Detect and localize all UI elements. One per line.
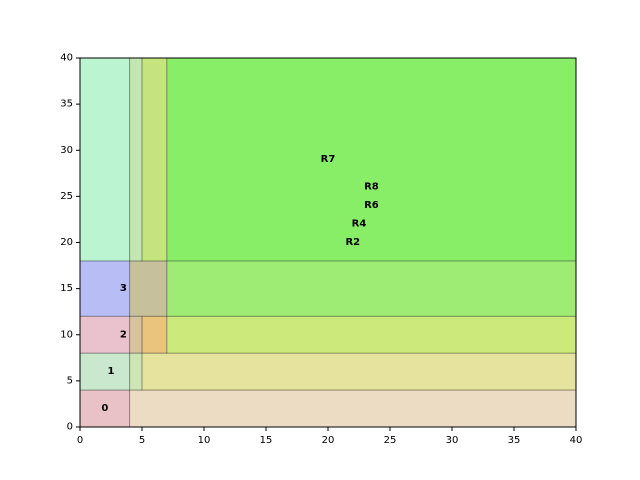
- region-2: [166, 316, 577, 354]
- region-edge-11: [129, 352, 143, 391]
- region-edge-9: [129, 315, 143, 354]
- y-tick-label-2: 10: [60, 329, 73, 340]
- region-5: [80, 58, 130, 261]
- y-tick-label-0: 0: [67, 422, 73, 433]
- y-tick-label-4: 20: [60, 237, 73, 248]
- y-tick-label-7: 35: [60, 99, 73, 110]
- x-tick-label-7: 35: [508, 435, 521, 446]
- region-6: [129, 58, 142, 261]
- x-tick-label-0: 0: [77, 435, 83, 446]
- y-tick-label-8: 40: [60, 53, 73, 64]
- label-2: 2: [120, 329, 127, 340]
- region-9: [129, 316, 142, 354]
- region-1: [142, 353, 576, 391]
- y-tick-label-3: 15: [60, 283, 73, 294]
- region-13: [80, 353, 130, 391]
- label-r4: R4: [352, 219, 367, 230]
- x-axis: 0 5 10 15 20 25 30 35 40: [77, 427, 583, 446]
- region-14: [80, 316, 130, 354]
- region-labels: 0 1 2 3 R7 R8 R6 R4 R2: [101, 154, 378, 414]
- label-r8: R8: [364, 182, 379, 193]
- region-12: [80, 390, 130, 427]
- regions-layer: [80, 58, 577, 427]
- region-4: [166, 58, 577, 261]
- region-edge-8: [129, 260, 168, 317]
- region-11: [129, 353, 142, 391]
- x-tick-label-3: 15: [260, 435, 273, 446]
- region-3: [166, 260, 577, 317]
- region-10: [142, 316, 167, 354]
- y-tick-label-5: 25: [60, 191, 73, 202]
- y-tick-label-1: 5: [67, 375, 73, 386]
- region-7: [142, 58, 167, 261]
- label-r6: R6: [364, 200, 379, 211]
- x-tick-label-6: 30: [446, 435, 459, 446]
- region-0: [129, 390, 576, 427]
- x-tick-label-2: 10: [198, 435, 211, 446]
- y-tick-label-6: 30: [60, 145, 73, 156]
- label-3: 3: [120, 283, 127, 294]
- x-tick-label-8: 40: [570, 435, 583, 446]
- label-r2: R2: [345, 237, 360, 248]
- label-1: 1: [108, 366, 115, 377]
- label-0: 0: [101, 403, 108, 414]
- region-8: [129, 260, 167, 317]
- region-edge-10: [141, 315, 168, 354]
- x-tick-label-5: 25: [384, 435, 397, 446]
- x-tick-label-4: 20: [322, 435, 335, 446]
- x-tick-label-1: 5: [139, 435, 145, 446]
- label-r7: R7: [321, 154, 336, 165]
- y-axis: 0 5 10 15 20 25 30 35 40: [60, 53, 80, 433]
- region-15: [80, 260, 130, 317]
